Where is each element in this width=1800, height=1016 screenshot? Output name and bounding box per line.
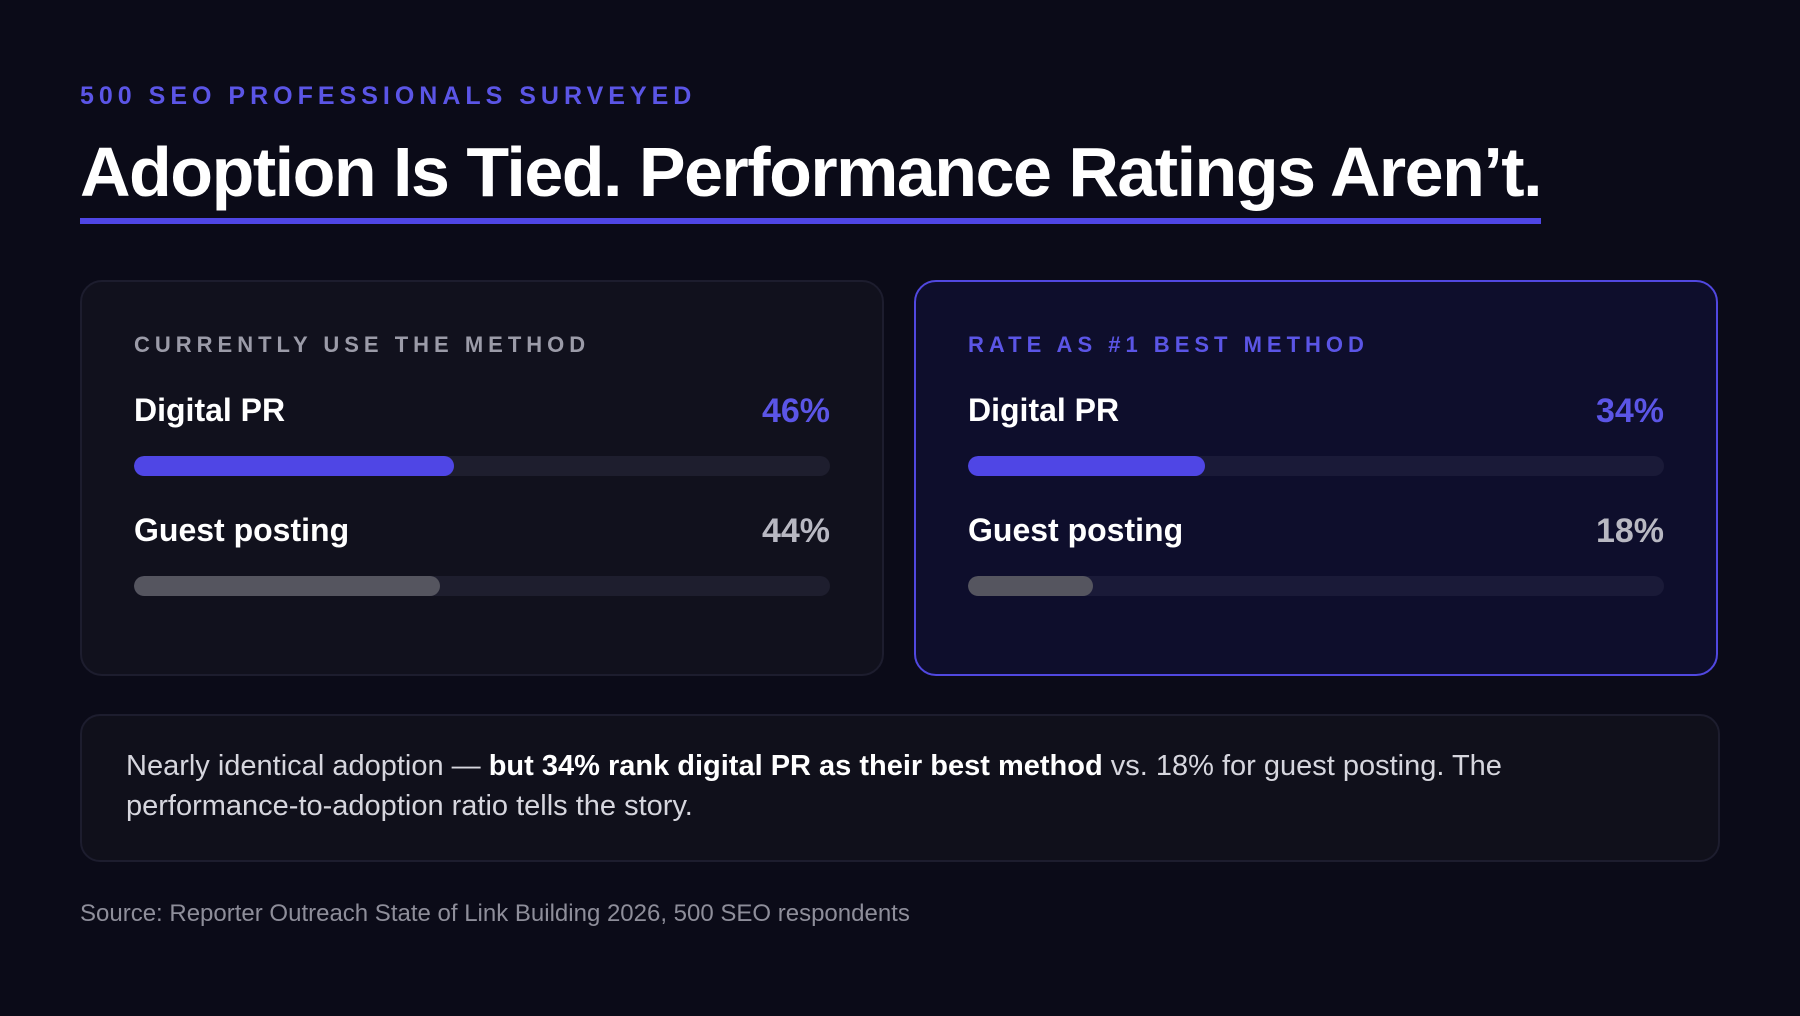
headline: Adoption Is Tied. Performance Ratings Ar…	[80, 128, 1543, 224]
bar-fill-guest-posting	[968, 576, 1094, 596]
bar-label: Digital PR	[968, 392, 1120, 428]
bar-label: Digital PR	[134, 392, 286, 428]
bar-value-label: 44%	[761, 512, 830, 550]
adoption-card-title: CURRENTLY USE THE METHOD	[134, 332, 591, 357]
bar-label: Guest posting	[968, 512, 1184, 548]
bar-track	[968, 576, 1664, 596]
adoption-row-digital-pr: Digital PR 46%	[134, 392, 830, 480]
adoption-row-guest-posting: Guest posting 44%	[134, 512, 830, 600]
bar-value-label: 18%	[1595, 512, 1664, 550]
source-citation: Source: Reporter Outreach State of Link …	[80, 900, 910, 927]
bar-track	[968, 456, 1664, 476]
bar-value-label: 34%	[1595, 392, 1664, 430]
adoption-card: CURRENTLY USE THE METHOD Digital PR 46% …	[80, 280, 884, 676]
best-method-row-guest-posting: Guest posting 18%	[968, 512, 1664, 600]
bar-value-label: 46%	[761, 392, 830, 430]
headline-container: Adoption Is Tied. Performance Ratings Ar…	[80, 128, 1543, 224]
bar-track	[134, 456, 830, 476]
best-method-card-title: RATE AS #1 BEST METHOD	[968, 332, 1369, 357]
insight-lead: Nearly identical adoption —	[126, 750, 489, 782]
insight-tail: vs. 18% for guest posting. The performan…	[126, 750, 1502, 822]
bar-track	[134, 576, 830, 596]
bar-fill-digital-pr	[968, 456, 1205, 476]
insight-emphasis: but 34% rank digital PR as their best me…	[488, 750, 1103, 782]
bar-fill-guest-posting	[134, 576, 441, 596]
best-method-card: RATE AS #1 BEST METHOD Digital PR 34% Gu…	[914, 280, 1718, 676]
insight-callout: Nearly identical adoption — but 34% rank…	[80, 714, 1720, 862]
bar-fill-digital-pr	[134, 456, 455, 476]
eyebrow-label: 500 SEO PROFESSIONALS SURVEYED	[80, 82, 697, 110]
bar-label: Guest posting	[134, 512, 350, 548]
best-method-row-digital-pr: Digital PR 34%	[968, 392, 1664, 480]
